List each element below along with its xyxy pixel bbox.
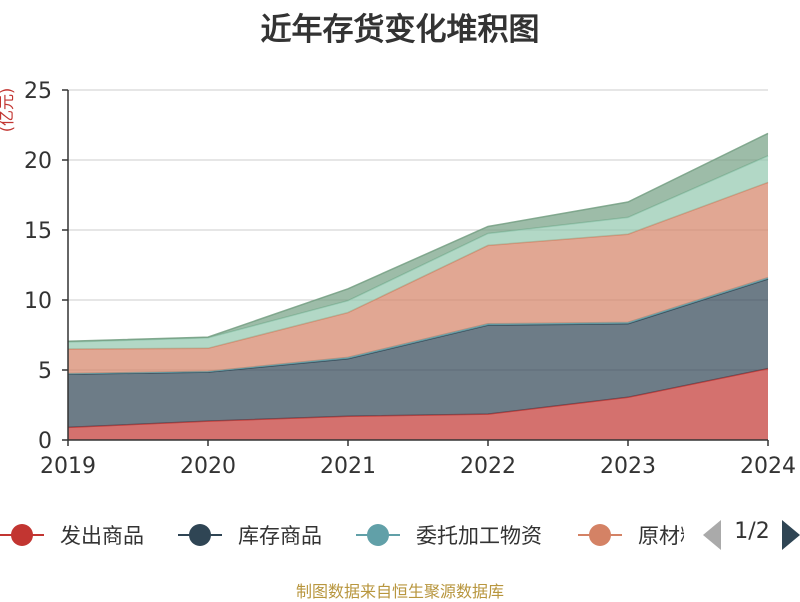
data-source-note: 制图数据来自恒生聚源数据库 (295, 582, 504, 601)
legend-label: 库存商品 (238, 524, 322, 548)
area-series-1 (68, 279, 768, 428)
area-series-3 (68, 182, 768, 374)
legend: 发出商品 库存商品 委托加工物资 原材料 (0, 515, 800, 555)
y-axis-label: (亿元) (0, 88, 16, 133)
legend-swatch (578, 515, 622, 555)
legend-label: 委托加工物资 (416, 524, 542, 548)
y-tick-label: 25 (24, 79, 52, 104)
legend-item[interactable]: 委托加工物资 (356, 515, 542, 555)
x-tick-label: 2020 (180, 454, 236, 479)
x-tick-label: 2022 (460, 454, 516, 479)
legend-item[interactable]: 发出商品 (0, 515, 144, 555)
y-tick-label: 10 (24, 289, 52, 314)
legend-swatch (178, 515, 222, 555)
x-tick-label: 2024 (740, 454, 796, 479)
x-tick-label: 2019 (40, 454, 96, 479)
x-tick-label: 2021 (320, 454, 376, 479)
legend-prev-page-button[interactable] (703, 520, 721, 550)
legend-label: 发出商品 (60, 524, 144, 548)
area-series-top-line-5 (67, 132, 769, 343)
legend-swatch (0, 515, 44, 555)
axes: 0 5 10 15 20 25 2019 2020 2021 2022 2023 2024 (24, 79, 796, 479)
legend-item[interactable]: 库存商品 (178, 515, 322, 555)
legend-page-indicator: 1/2 (734, 519, 770, 544)
chart-title: 近年存货变化堆积图 (260, 12, 540, 48)
y-tick-label: 0 (38, 429, 52, 454)
y-tick-label: 15 (24, 219, 52, 244)
y-tick-label: 20 (24, 149, 52, 174)
y-tick-label: 5 (38, 359, 52, 384)
legend-next-page-button[interactable] (782, 520, 800, 550)
area-series (67, 132, 769, 440)
legend-label: 原材料 (638, 524, 684, 548)
x-tick-label: 2023 (600, 454, 656, 479)
legend-items: 发出商品 库存商品 委托加工物资 原材料 (0, 515, 684, 555)
legend-swatch (356, 515, 400, 555)
area-series-0 (68, 368, 768, 440)
legend-item[interactable]: 原材料 (578, 515, 684, 555)
